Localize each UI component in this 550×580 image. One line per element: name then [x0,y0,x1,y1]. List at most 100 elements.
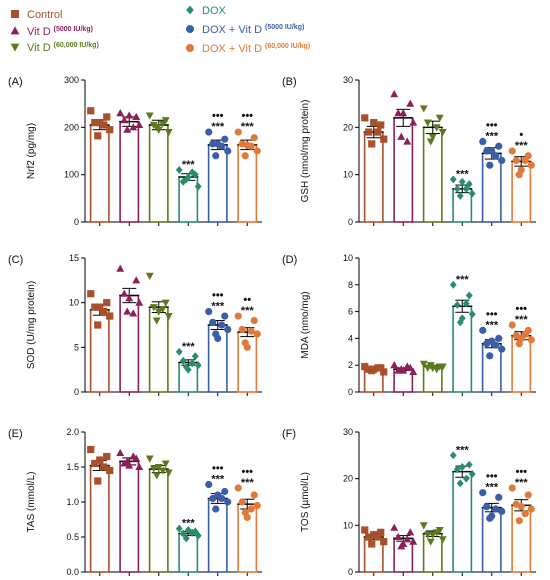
data-point [250,491,258,499]
data-point [527,336,535,344]
data-point [524,491,532,499]
data-point [214,140,222,148]
data-point [158,120,167,128]
data-point [426,138,435,146]
data-point [182,363,190,371]
significance-dots: ••• [486,308,498,320]
data-point [106,312,114,320]
y-tick-label: 10 [69,298,79,308]
significance-stars: *** [485,319,499,331]
data-point [399,108,408,117]
data-point [247,327,255,335]
y-tick-label: 5 [74,342,79,352]
data-point [175,524,183,533]
data-point [129,123,138,131]
legend-superscript-5: (5000 IU/kg) [265,24,304,31]
data-point [399,539,408,548]
data-point [399,366,408,374]
data-point [486,352,494,360]
panel-label: (D) [282,254,297,266]
y-tick-label: 20 [343,122,353,132]
significance-dots: ••• [212,290,224,302]
data-point [483,503,491,511]
significance-dots: •• [243,294,251,306]
data-point [468,310,476,319]
data-point [179,529,187,538]
y-axis-label: GSH (nmol/mg protein) [300,100,311,203]
bar [119,460,140,573]
data-point [361,362,369,371]
legend-marker-2 [10,26,20,35]
y-tick-label: 10 [343,170,353,180]
significance-stars: *** [241,477,255,489]
data-point [465,291,473,300]
data-point [247,505,255,513]
significance-stars: *** [515,140,529,152]
data-point [508,321,516,329]
data-point [488,337,496,345]
legend-label-4: DOX [202,5,227,17]
data-point [458,177,466,186]
data-point [458,314,466,323]
data-point [374,364,382,372]
data-point [390,361,399,369]
y-tick-label: 1.5 [66,462,79,472]
data-point [184,365,192,374]
data-point [453,300,461,309]
legend-label-5: DOX + Vit D (5000 IU/kg) [202,24,304,36]
data-point [135,462,144,471]
data-point [508,147,516,155]
data-point [495,142,503,150]
significance-dots: ••• [515,303,527,315]
data-point [380,135,388,143]
significance-dots: ••• [486,471,498,483]
y-tick-label: 0 [74,387,79,397]
data-point [87,107,95,115]
bar [119,120,140,223]
data-point [100,463,108,471]
data-point [135,298,144,306]
data-point [479,137,487,146]
y-tick-label: 20 [343,474,353,484]
legend-label-3: Vit D (60,000 IU/kg) [27,42,99,54]
data-point [205,308,213,316]
data-point [100,308,108,316]
data-point [462,184,470,193]
data-point [517,503,525,511]
data-point [377,121,385,129]
data-point [234,128,242,136]
data-point [517,166,525,174]
legend-superscript-6: (60,000 IU/kg) [265,43,310,50]
data-point [123,125,132,133]
data-point [224,498,232,506]
panel-label: (E) [8,428,23,440]
data-point [103,113,111,121]
data-point [145,272,154,281]
data-point [365,128,373,136]
data-point [370,365,378,373]
bar [481,342,502,393]
data-point [96,119,104,127]
data-point [250,134,258,142]
data-point [377,528,385,536]
data-point [488,147,496,155]
data-point [238,498,246,506]
data-point [449,280,457,289]
data-point [205,128,213,136]
data-point [498,507,506,515]
data-point [96,456,104,464]
data-point [432,529,441,537]
data-point [512,156,520,165]
y-tick-label: 30 [343,427,353,437]
bar [452,470,473,573]
data-point [390,90,399,98]
significance-stars: *** [241,121,255,133]
data-point [103,299,111,307]
data-point [406,528,415,536]
data-point [250,316,258,325]
y-tick-label: 200 [64,122,79,132]
data-point [158,305,167,314]
data-point [135,120,144,129]
data-point [175,165,183,174]
